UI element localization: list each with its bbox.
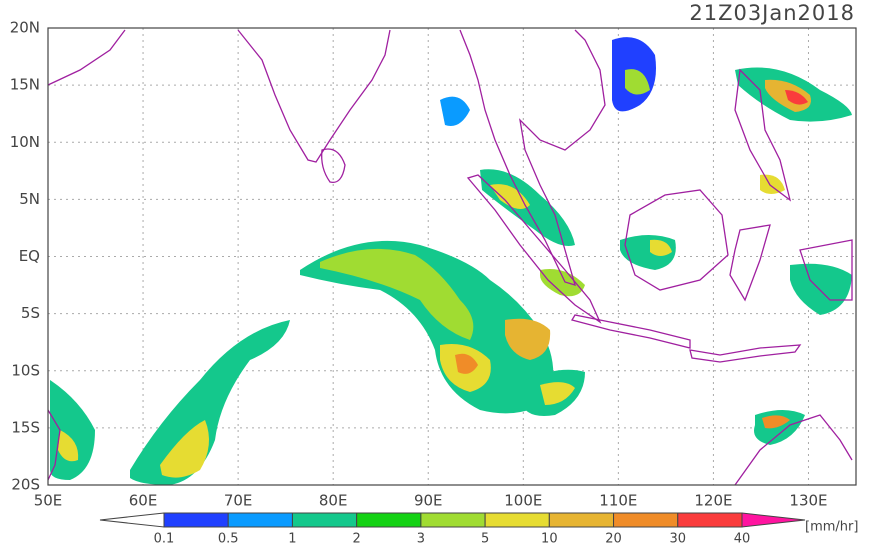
colorbar-segment [484,512,550,528]
colorbar: 0.1 0.5 1 2 3 5 10 20 30 40 [99,512,806,544]
colorbar-over [741,512,806,528]
colorbar-label: 2 [353,532,361,544]
colorbar-segment [227,512,293,528]
lon-label: 120E [694,492,732,510]
lon-label: 50E [34,492,63,510]
lat-label: 15S [11,418,40,436]
lat-label: 20S [11,476,40,494]
colorbar-label: 0.1 [154,532,175,544]
colorbar-segment [613,512,679,528]
colorbar-segment [677,512,743,528]
precipitation [50,37,852,485]
lon-label: 80E [319,492,348,510]
colorbar-under [99,512,165,528]
coastlines [47,29,853,486]
colorbar-label: 1 [288,532,296,544]
colorbar-label: 30 [670,532,687,544]
colorbar-segment [163,512,229,528]
lon-label: 110E [599,492,637,510]
lon-label: 70E [224,492,253,510]
colorbar-segment [291,512,358,528]
lon-label: 130E [789,492,827,510]
lat-label: EQ [19,247,40,265]
lat-label: 10N [10,133,40,151]
colorbar-label: 40 [734,532,751,544]
colorbar-label: 10 [541,532,558,544]
lon-label: 60E [129,492,158,510]
colorbar-segment [548,512,615,528]
lon-label: 90E [414,492,443,510]
map-title: 21Z03Jan2018 [689,1,855,25]
lat-label: 15N [10,76,40,94]
lat-label: 10S [11,361,40,379]
colorbar-label: 3 [417,532,425,544]
lon-label: 100E [504,492,542,510]
colorbar-segment [356,512,422,528]
map-frame [47,27,857,486]
colorbar-label: 20 [605,532,622,544]
colorbar-segment [420,512,486,528]
lat-label: 5N [19,190,40,208]
lat-label: 5S [21,304,40,322]
colorbar-label: 5 [481,532,489,544]
lat-label: 20N [10,19,40,37]
colorbar-label: 0.5 [218,532,239,544]
colorbar-unit: [mm/hr] [805,520,858,535]
